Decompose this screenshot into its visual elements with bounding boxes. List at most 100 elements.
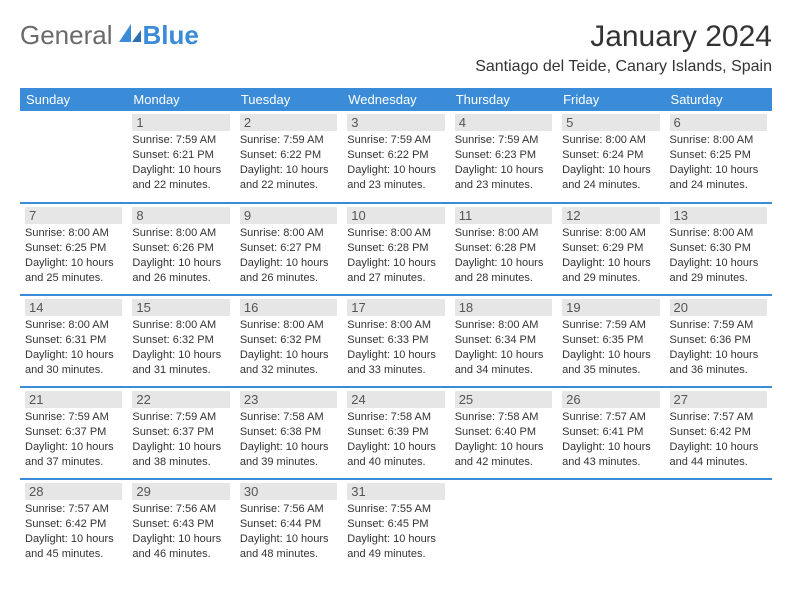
day-number: 31 <box>347 483 444 500</box>
day-number: 14 <box>25 299 122 316</box>
day-number: 11 <box>455 207 552 224</box>
calendar-day-cell: 23 Sunrise: 7:58 AMSunset: 6:38 PMDayligh… <box>235 387 342 479</box>
calendar-day-cell: 19 Sunrise: 7:59 AMSunset: 6:35 PMDayligh… <box>557 295 664 387</box>
day-number: 25 <box>455 391 552 408</box>
day-number: 3 <box>347 114 444 131</box>
calendar-day-cell: 29 Sunrise: 7:56 AMSunset: 6:43 PMDayligh… <box>127 479 234 571</box>
day-number: 10 <box>347 207 444 224</box>
brand-part1: General <box>20 20 113 51</box>
day-number: 17 <box>347 299 444 316</box>
day-info: Sunrise: 8:00 AMSunset: 6:34 PMDaylight:… <box>455 318 552 377</box>
day-number: 29 <box>132 483 229 500</box>
calendar-day-cell: 20 Sunrise: 7:59 AMSunset: 6:36 PMDayligh… <box>665 295 772 387</box>
day-number: 18 <box>455 299 552 316</box>
calendar-week-row: 1 Sunrise: 7:59 AMSunset: 6:21 PMDaylight… <box>20 111 772 203</box>
day-info: Sunrise: 8:00 AMSunset: 6:25 PMDaylight:… <box>670 133 767 192</box>
day-info: Sunrise: 8:00 AMSunset: 6:30 PMDaylight:… <box>670 226 767 285</box>
day-info: Sunrise: 7:59 AMSunset: 6:35 PMDaylight:… <box>562 318 659 377</box>
calendar-day-cell: 30 Sunrise: 7:56 AMSunset: 6:44 PMDayligh… <box>235 479 342 571</box>
title-block: January 2024 Santiago del Teide, Canary … <box>475 20 772 76</box>
calendar-body: 1 Sunrise: 7:59 AMSunset: 6:21 PMDaylight… <box>20 111 772 571</box>
day-info: Sunrise: 7:59 AMSunset: 6:23 PMDaylight:… <box>455 133 552 192</box>
day-number: 24 <box>347 391 444 408</box>
weekday-header: Saturday <box>665 88 772 111</box>
calendar-day-cell: 25 Sunrise: 7:58 AMSunset: 6:40 PMDayligh… <box>450 387 557 479</box>
weekday-header: Wednesday <box>342 88 449 111</box>
day-number: 13 <box>670 207 767 224</box>
calendar-day-cell: 7Sunrise: 8:00 AMSunset: 6:25 PMDaylight… <box>20 203 127 295</box>
calendar-table: SundayMondayTuesdayWednesdayThursdayFrid… <box>20 88 772 571</box>
day-info: Sunrise: 8:00 AMSunset: 6:28 PMDaylight:… <box>347 226 444 285</box>
day-number: 28 <box>25 483 122 500</box>
calendar-day-cell: 18 Sunrise: 8:00 AMSunset: 6:34 PMDayligh… <box>450 295 557 387</box>
day-info: Sunrise: 7:59 AMSunset: 6:37 PMDaylight:… <box>25 410 122 469</box>
day-number: 22 <box>132 391 229 408</box>
calendar-day-cell: 9Sunrise: 8:00 AMSunset: 6:27 PMDaylight… <box>235 203 342 295</box>
calendar-day-cell: 5 Sunrise: 8:00 AMSunset: 6:24 PMDaylight… <box>557 111 664 203</box>
calendar-day-cell: 21 Sunrise: 7:59 AMSunset: 6:37 PMDayligh… <box>20 387 127 479</box>
calendar-day-cell: 24 Sunrise: 7:58 AMSunset: 6:39 PMDayligh… <box>342 387 449 479</box>
day-info: Sunrise: 7:59 AMSunset: 6:22 PMDaylight:… <box>347 133 444 192</box>
calendar-day-cell: 8Sunrise: 8:00 AMSunset: 6:26 PMDaylight… <box>127 203 234 295</box>
day-info: Sunrise: 7:59 AMSunset: 6:36 PMDaylight:… <box>670 318 767 377</box>
day-info: Sunrise: 8:00 AMSunset: 6:27 PMDaylight:… <box>240 226 337 285</box>
calendar-day-cell: 22 Sunrise: 7:59 AMSunset: 6:37 PMDayligh… <box>127 387 234 479</box>
day-number: 19 <box>562 299 659 316</box>
month-title: January 2024 <box>475 20 772 54</box>
calendar-empty-cell <box>665 479 772 571</box>
calendar-day-cell: 6Sunrise: 8:00 AMSunset: 6:25 PMDaylight… <box>665 111 772 203</box>
day-info: Sunrise: 7:56 AMSunset: 6:43 PMDaylight:… <box>132 502 229 561</box>
day-info: Sunrise: 8:00 AMSunset: 6:32 PMDaylight:… <box>240 318 337 377</box>
day-info: Sunrise: 7:57 AMSunset: 6:42 PMDaylight:… <box>25 502 122 561</box>
day-number: 1 <box>132 114 229 131</box>
day-number: 15 <box>132 299 229 316</box>
calendar-day-cell: 2 Sunrise: 7:59 AMSunset: 6:22 PMDaylight… <box>235 111 342 203</box>
day-number: 5 <box>562 114 659 131</box>
day-number: 27 <box>670 391 767 408</box>
calendar-day-cell: 14 Sunrise: 8:00 AMSunset: 6:31 PMDayligh… <box>20 295 127 387</box>
day-info: Sunrise: 7:58 AMSunset: 6:40 PMDaylight:… <box>455 410 552 469</box>
calendar-day-cell: 10 Sunrise: 8:00 AMSunset: 6:28 PMDayligh… <box>342 203 449 295</box>
calendar-day-cell: 4 Sunrise: 7:59 AMSunset: 6:23 PMDaylight… <box>450 111 557 203</box>
calendar-week-row: 21 Sunrise: 7:59 AMSunset: 6:37 PMDayligh… <box>20 387 772 479</box>
day-number: 7 <box>25 207 122 224</box>
day-info: Sunrise: 7:56 AMSunset: 6:44 PMDaylight:… <box>240 502 337 561</box>
calendar-day-cell: 16 Sunrise: 8:00 AMSunset: 6:32 PMDayligh… <box>235 295 342 387</box>
brand-logo: General Blue <box>20 20 199 51</box>
day-info: Sunrise: 8:00 AMSunset: 6:33 PMDaylight:… <box>347 318 444 377</box>
day-info: Sunrise: 7:58 AMSunset: 6:38 PMDaylight:… <box>240 410 337 469</box>
day-info: Sunrise: 7:57 AMSunset: 6:41 PMDaylight:… <box>562 410 659 469</box>
day-info: Sunrise: 8:00 AMSunset: 6:24 PMDaylight:… <box>562 133 659 192</box>
day-number: 26 <box>562 391 659 408</box>
weekday-header: Friday <box>557 88 664 111</box>
day-info: Sunrise: 8:00 AMSunset: 6:29 PMDaylight:… <box>562 226 659 285</box>
day-info: Sunrise: 7:58 AMSunset: 6:39 PMDaylight:… <box>347 410 444 469</box>
day-info: Sunrise: 7:55 AMSunset: 6:45 PMDaylight:… <box>347 502 444 561</box>
day-number: 2 <box>240 114 337 131</box>
calendar-day-cell: 3 Sunrise: 7:59 AMSunset: 6:22 PMDaylight… <box>342 111 449 203</box>
calendar-week-row: 7Sunrise: 8:00 AMSunset: 6:25 PMDaylight… <box>20 203 772 295</box>
weekday-header: Sunday <box>20 88 127 111</box>
day-info: Sunrise: 8:00 AMSunset: 6:31 PMDaylight:… <box>25 318 122 377</box>
calendar-day-cell: 31 Sunrise: 7:55 AMSunset: 6:45 PMDayligh… <box>342 479 449 571</box>
calendar-head: SundayMondayTuesdayWednesdayThursdayFrid… <box>20 88 772 111</box>
day-info: Sunrise: 7:59 AMSunset: 6:37 PMDaylight:… <box>132 410 229 469</box>
calendar-day-cell: 28 Sunrise: 7:57 AMSunset: 6:42 PMDayligh… <box>20 479 127 571</box>
calendar-week-row: 14 Sunrise: 8:00 AMSunset: 6:31 PMDayligh… <box>20 295 772 387</box>
day-info: Sunrise: 8:00 AMSunset: 6:28 PMDaylight:… <box>455 226 552 285</box>
day-number: 30 <box>240 483 337 500</box>
calendar-day-cell: 13 Sunrise: 8:00 AMSunset: 6:30 PMDayligh… <box>665 203 772 295</box>
calendar-day-cell: 17 Sunrise: 8:00 AMSunset: 6:33 PMDayligh… <box>342 295 449 387</box>
calendar-day-cell: 27Sunrise: 7:57 AMSunset: 6:42 PMDayligh… <box>665 387 772 479</box>
logo-sail-icon <box>117 20 143 51</box>
day-number: 4 <box>455 114 552 131</box>
day-number: 16 <box>240 299 337 316</box>
calendar-day-cell: 12 Sunrise: 8:00 AMSunset: 6:29 PMDayligh… <box>557 203 664 295</box>
day-number: 12 <box>562 207 659 224</box>
day-number: 21 <box>25 391 122 408</box>
day-number: 20 <box>670 299 767 316</box>
day-info: Sunrise: 7:59 AMSunset: 6:22 PMDaylight:… <box>240 133 337 192</box>
day-info: Sunrise: 7:59 AMSunset: 6:21 PMDaylight:… <box>132 133 229 192</box>
day-number: 23 <box>240 391 337 408</box>
calendar-day-cell: 1 Sunrise: 7:59 AMSunset: 6:21 PMDaylight… <box>127 111 234 203</box>
